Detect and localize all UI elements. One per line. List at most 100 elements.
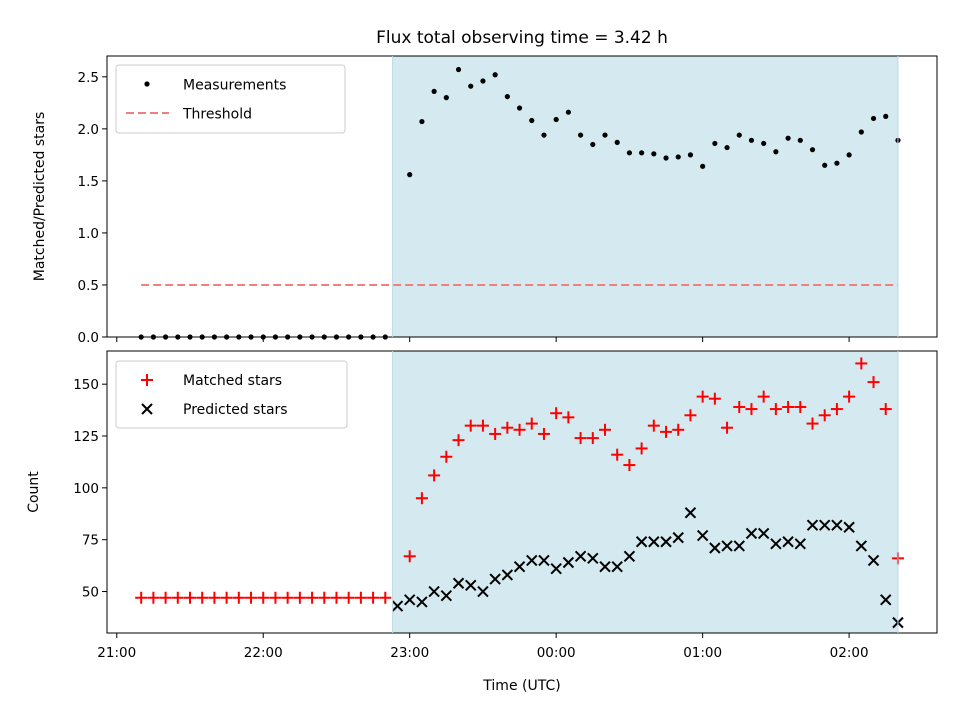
measurement-point [736, 132, 742, 138]
predicted-star-point [465, 579, 477, 592]
count-panel-frame [106, 350, 938, 634]
legend-measurements: Measurements [183, 78, 286, 94]
measurement-point [858, 129, 864, 135]
matched-star-point [745, 403, 758, 416]
legend-threshold: Threshold [182, 107, 252, 123]
matched-star-point [550, 407, 563, 420]
matched-star-point [879, 403, 892, 416]
count-y-axis-label: Count [26, 471, 42, 513]
matched-star-point [354, 591, 367, 604]
measurement-point [797, 137, 803, 143]
predicted-star-point [489, 573, 501, 585]
measurement-point [468, 83, 474, 89]
predicted-star-point [721, 540, 733, 552]
matched-star-point [403, 550, 416, 563]
matched-star-point [171, 591, 184, 604]
legend-predicted-stars: Predicted stars [183, 402, 288, 418]
matched-star-point [464, 419, 477, 432]
measurement-point [712, 140, 718, 147]
predicted-stars-points [391, 507, 904, 629]
matched-star-point [232, 591, 245, 604]
matched-star-point [281, 591, 294, 604]
predicted-star-point [562, 556, 575, 569]
measurement-point [541, 132, 547, 138]
matched-star-point [513, 423, 526, 436]
matched-star-point [330, 591, 343, 604]
measurement-point [785, 135, 791, 141]
y-tick-label: 100 [73, 481, 99, 497]
matched-star-point [696, 390, 709, 403]
y-tick-label: 0.5 [78, 278, 99, 294]
measurement-point [846, 152, 852, 158]
measurement-point [700, 163, 706, 169]
measurement-point [639, 150, 645, 156]
predicted-star-point [843, 521, 855, 533]
measurement-point [407, 172, 413, 178]
measurement-point [870, 115, 877, 122]
matched-star-point [562, 411, 575, 424]
predicted-star-point [660, 536, 672, 548]
predicted-star-point [831, 519, 843, 531]
ratio-panel: 0.0 0.5 1.0 1.5 2.0 2.5 Matched/Predicted sta… [32, 55, 938, 346]
predicted-star-point [526, 554, 538, 567]
predicted-star-point [391, 600, 404, 612]
predicted-star-point [648, 536, 660, 548]
matched-star-point [147, 591, 160, 604]
matched-star-point [769, 403, 782, 416]
matched-star-point [135, 591, 148, 604]
predicted-star-point [782, 536, 794, 548]
matched-star-point [428, 469, 441, 482]
measurement-point [724, 144, 730, 151]
measurement-point [492, 72, 498, 78]
measurement-point [504, 93, 510, 100]
y-tick-label: 125 [73, 429, 99, 445]
matched-star-point [537, 427, 550, 440]
matched-legend-marker [141, 374, 153, 386]
predicted-star-point [574, 550, 587, 562]
measurement-point [748, 137, 755, 143]
predicted-star-point [770, 538, 782, 550]
measurement-point [834, 160, 840, 166]
measurement-point [516, 105, 523, 111]
matched-star-point [574, 432, 587, 445]
measurement-point [614, 139, 620, 145]
matched-star-point [855, 357, 868, 370]
predicted-star-point [709, 542, 721, 554]
predicted-star-point [818, 519, 831, 531]
matched-star-point [733, 400, 746, 413]
predicted-star-point [806, 519, 819, 531]
matched-star-point [415, 492, 428, 505]
matched-star-point [184, 591, 196, 604]
observing-window-shade-bottom [392, 351, 898, 633]
matched-star-point [257, 591, 270, 604]
matched-star-point [818, 409, 831, 422]
measurement-point [602, 132, 608, 138]
measurement-point [431, 88, 437, 94]
matched-star-point [342, 591, 355, 604]
matched-star-point [806, 417, 819, 430]
matched-star-point [379, 591, 392, 604]
predicted-star-point [635, 536, 648, 548]
predicted-star-point [611, 560, 623, 573]
matched-star-point [208, 591, 221, 604]
x-tick-label: 23:00 [390, 645, 429, 661]
ratio-legend: Measurements Threshold [115, 64, 346, 134]
legend-matched-stars: Matched stars [183, 373, 282, 389]
predicted-star-point [513, 560, 526, 573]
predicted-star-point [440, 589, 453, 602]
matched-star-point [635, 442, 648, 455]
predicted-star-point [538, 554, 550, 567]
predicted-star-point [733, 540, 745, 552]
measurement-point [577, 132, 584, 138]
matched-star-point [501, 421, 514, 434]
y-tick-label: 150 [73, 377, 99, 393]
predicted-star-point [416, 596, 428, 608]
matched-star-point [843, 390, 856, 403]
predicted-star-point [880, 594, 892, 606]
matched-star-point [306, 591, 319, 604]
ratio-y-axis-label: Matched/Predicted stars [32, 112, 48, 282]
measurement-point [626, 150, 633, 156]
matched-star-point [794, 400, 807, 413]
matched-star-point [196, 591, 209, 604]
measurement-point [822, 162, 828, 168]
